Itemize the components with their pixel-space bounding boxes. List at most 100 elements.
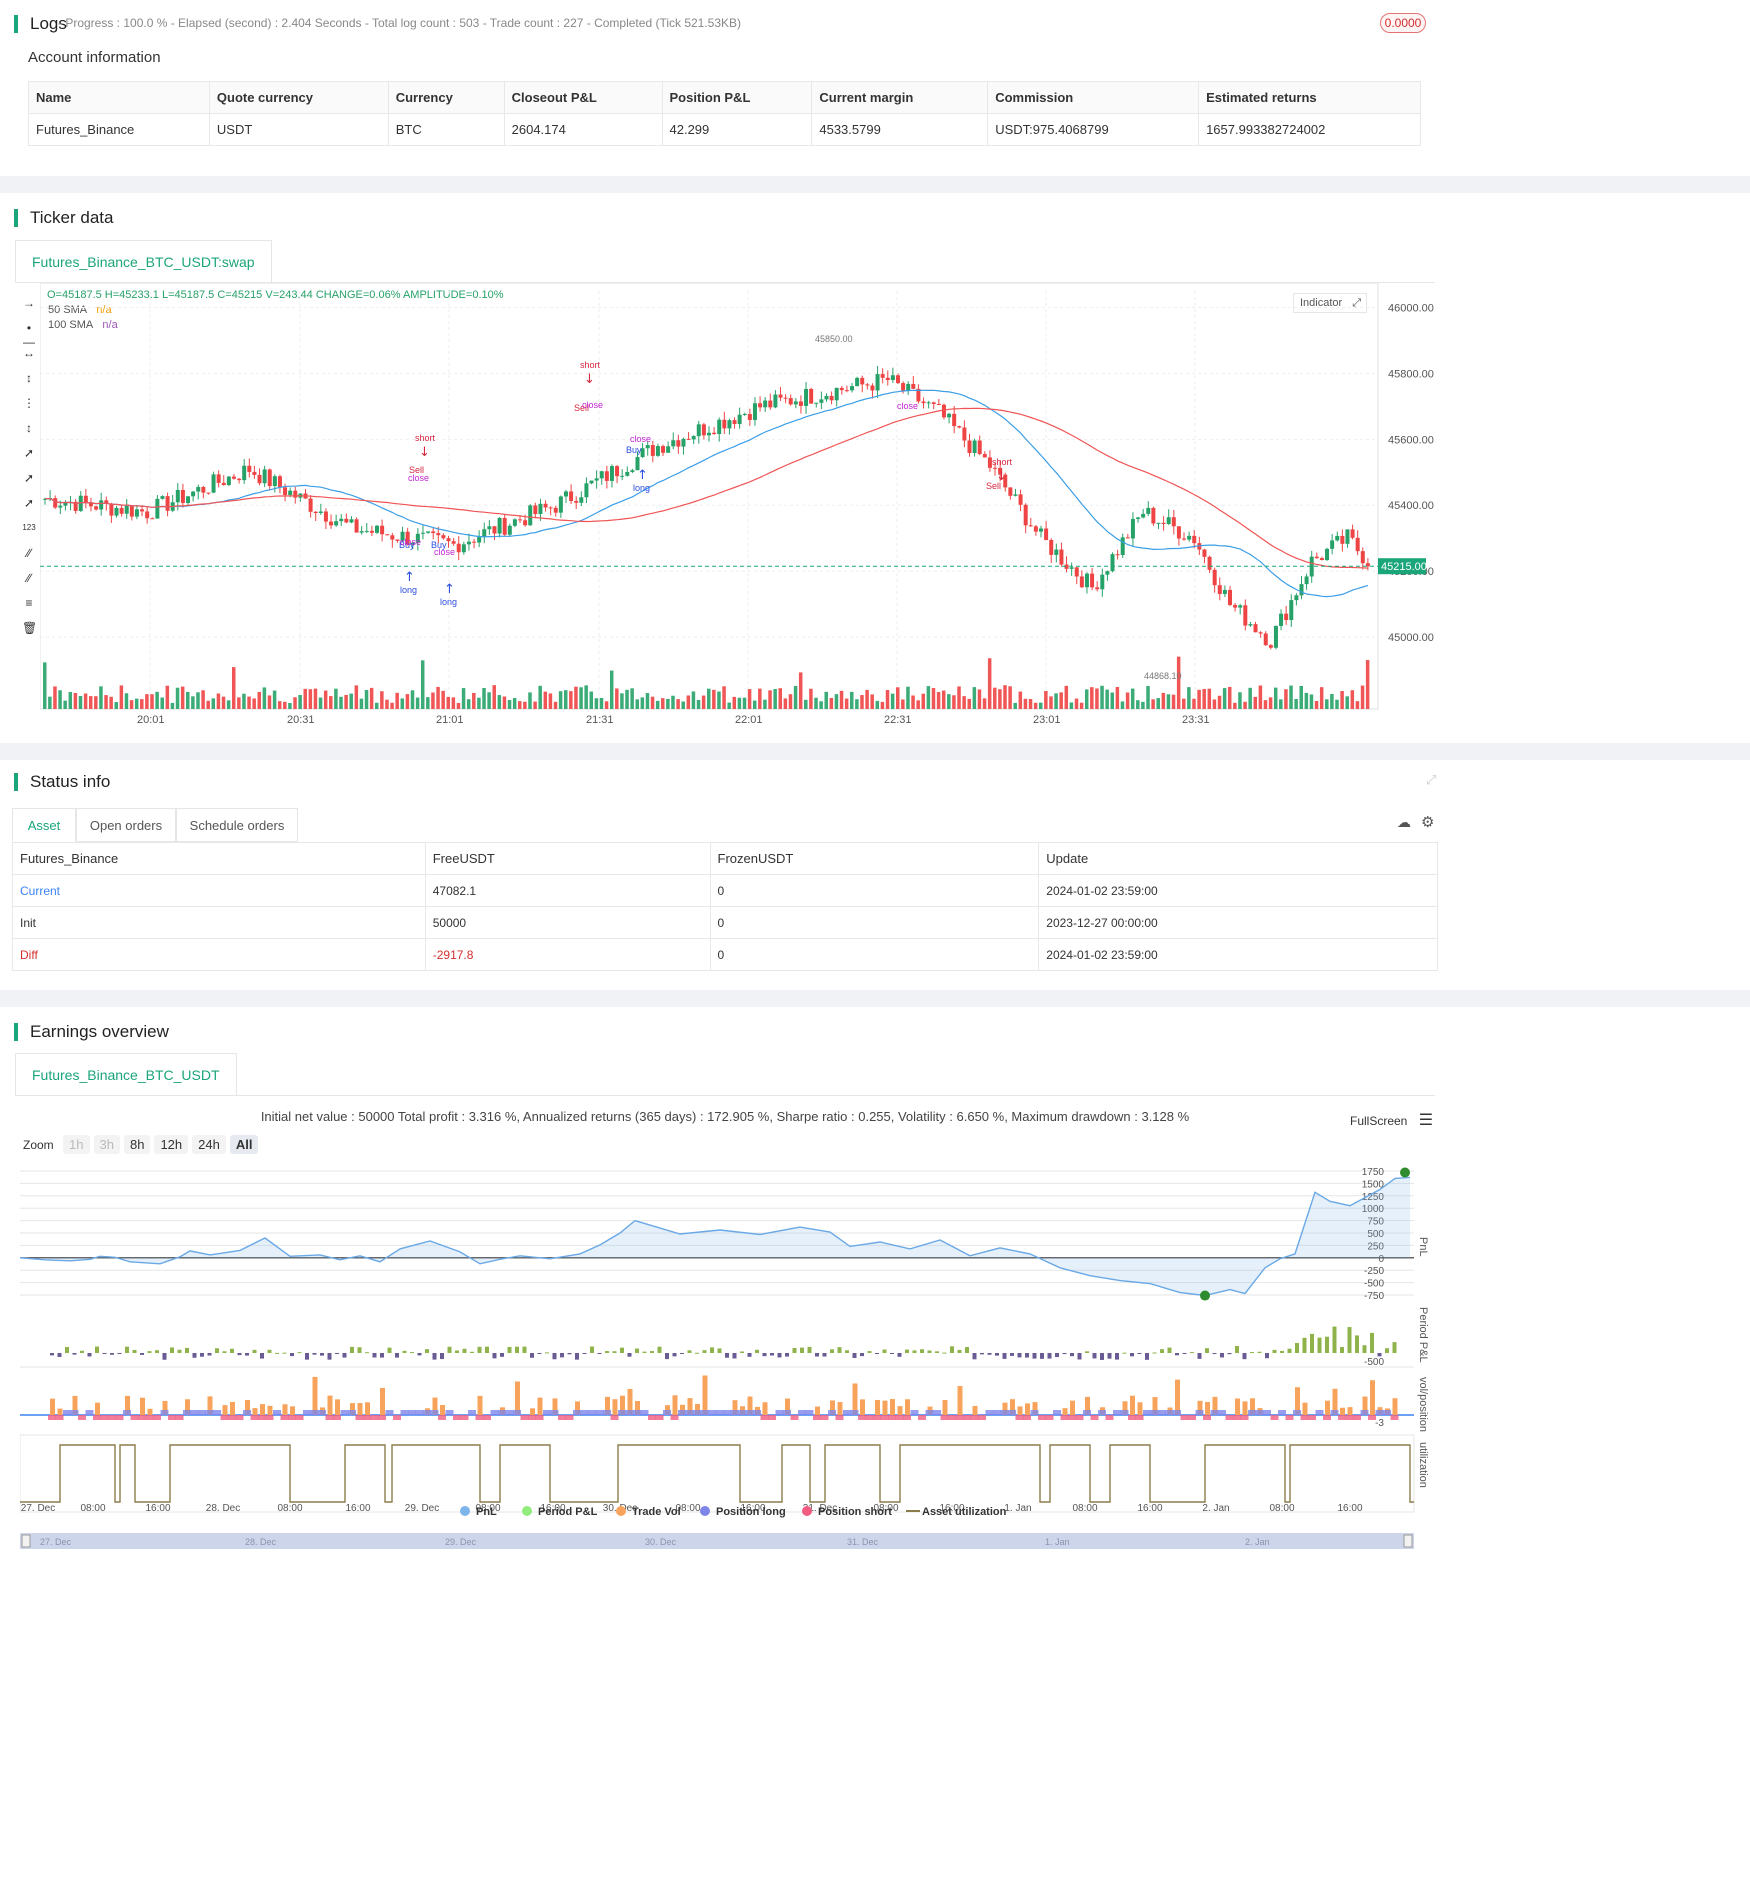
- position-long-bar: [625, 1410, 634, 1415]
- zoom-button-1h[interactable]: 1h: [63, 1135, 90, 1154]
- candle-body: [1023, 504, 1028, 526]
- position-long-bar: [633, 1410, 641, 1415]
- position-short-bar: [1240, 1415, 1249, 1420]
- horizontal-ray-tool-icon[interactable]: •—: [23, 321, 35, 349]
- period-pnl-bar: [740, 1351, 744, 1353]
- position-short-bar: [228, 1415, 236, 1420]
- candle-body: [1202, 549, 1207, 557]
- candle-body: [191, 491, 196, 497]
- vertical-ray-tool-icon[interactable]: ⋮: [23, 396, 35, 410]
- volume-bar: [1033, 702, 1038, 709]
- candle-body: [584, 483, 589, 498]
- volume-bar: [1171, 694, 1176, 709]
- price-label-tool-icon[interactable]: 123: [22, 523, 36, 532]
- period-pnl-bar: [620, 1347, 624, 1353]
- vertical-segment-tool-icon[interactable]: ↕: [26, 421, 32, 435]
- volume-bar: [880, 701, 885, 709]
- candle-body: [1233, 604, 1238, 608]
- volume-bar: [1284, 689, 1288, 709]
- period-pnl-bar: [297, 1352, 302, 1354]
- asset-cell: Diff: [12, 938, 426, 971]
- volume-bar: [206, 700, 210, 709]
- trash-icon[interactable]: 🗑: [22, 621, 38, 635]
- zoom-button-12h[interactable]: 12h: [154, 1135, 189, 1154]
- position-short-bar: [288, 1415, 296, 1420]
- volume-bar: [804, 699, 808, 709]
- candle-body: [221, 482, 226, 485]
- position-short-bar: [1338, 1415, 1346, 1420]
- gear-icon[interactable]: ⚙: [1421, 814, 1435, 831]
- volume-bar: [1340, 691, 1344, 709]
- fullscreen-button[interactable]: FullScreen ☰: [1350, 1110, 1433, 1130]
- volume-bar: [482, 687, 486, 709]
- trend-line-tool-icon[interactable]: ➚: [23, 446, 35, 460]
- candle-body: [211, 474, 216, 493]
- collapse-icon[interactable]: ⤢: [1426, 772, 1437, 787]
- indicator-button[interactable]: Indicator ⤢: [1293, 293, 1367, 313]
- expand-icon[interactable]: ⤢: [1352, 297, 1361, 309]
- period-pnl-bar: [1070, 1353, 1074, 1357]
- earnings-chart[interactable]: 17501500125010007505002500-250-500-750Pn…: [20, 1157, 1440, 1891]
- horizontal-segment-tool-icon[interactable]: ↔: [23, 346, 35, 360]
- fib-retracement-tool-icon[interactable]: ≡: [25, 596, 33, 610]
- position-long-bar: [430, 1410, 439, 1415]
- zoom-button-24h[interactable]: 24h: [192, 1135, 226, 1154]
- vertical-line-tool-icon[interactable]: ↕: [26, 371, 32, 385]
- period-pnl-bar: [1205, 1348, 1209, 1353]
- cloud-download-icon[interactable]: ☁: [1397, 814, 1411, 830]
- trade-vol-bar: [1085, 1396, 1090, 1415]
- candle-body: [1243, 605, 1248, 626]
- volume-bar: [1176, 656, 1181, 709]
- volume-bar: [574, 686, 578, 709]
- volume-bar: [1335, 699, 1339, 709]
- parallel-channel-tool-icon[interactable]: ∕∕: [26, 546, 31, 560]
- ticker-tab[interactable]: Futures_Binance_BTC_USDT:swap: [15, 240, 272, 283]
- volume-bar: [257, 691, 262, 709]
- position-long-bar: [243, 1410, 251, 1415]
- position-long-bar: [70, 1410, 79, 1415]
- candle-body: [1284, 613, 1289, 621]
- volume-bar: [752, 700, 757, 709]
- trade-vol-bar: [905, 1399, 910, 1415]
- period-pnl-bar: [1257, 1351, 1262, 1353]
- volume-bar: [609, 670, 614, 709]
- period-pnl-bar: [335, 1353, 339, 1354]
- segment-tool-icon[interactable]: ➚: [23, 496, 35, 510]
- period-pnl-bar: [372, 1353, 377, 1358]
- tab-schedule-orders[interactable]: Schedule orders: [176, 808, 298, 842]
- volume-bar: [809, 688, 813, 709]
- candle-body: [737, 414, 742, 424]
- zoom-button-all[interactable]: All: [229, 1135, 259, 1154]
- period-axis-title: Period P&L: [1417, 1307, 1429, 1363]
- menu-icon[interactable]: ☰: [1418, 1112, 1434, 1129]
- candle-body: [339, 518, 344, 522]
- ray-line-tool-icon[interactable]: ➚: [23, 471, 35, 485]
- fib-lines-tool-icon[interactable]: ∕∕: [26, 571, 31, 585]
- logs-badge[interactable]: 0.0000: [1380, 13, 1426, 33]
- x-tick-label: 16:00: [939, 1503, 964, 1514]
- tab-open-orders[interactable]: Open orders: [76, 808, 176, 842]
- candle-body: [696, 424, 701, 437]
- zoom-button-8h[interactable]: 8h: [123, 1135, 151, 1154]
- period-pnl-bar: [695, 1352, 699, 1354]
- position-long-bar: [1375, 1410, 1384, 1415]
- position-long-bar: [738, 1410, 746, 1415]
- position-short-bar: [475, 1415, 484, 1420]
- navigator-tick-label: 27. Dec: [40, 1537, 72, 1547]
- candle-body: [507, 525, 512, 535]
- position-short-bar: [955, 1415, 964, 1420]
- volume-bar: [1105, 689, 1109, 709]
- period-pnl-bar: [162, 1353, 167, 1360]
- tab-asset[interactable]: Asset: [12, 808, 76, 842]
- candlestick-chart[interactable]: 46000.0045800.0045600.0045400.0045200.00…: [40, 283, 1440, 733]
- zoom-button-3h[interactable]: 3h: [93, 1135, 120, 1154]
- volume-bar: [502, 696, 507, 709]
- volume-bar: [170, 702, 175, 709]
- candle-body: [1079, 576, 1084, 588]
- period-pnl-bar: [1002, 1353, 1007, 1359]
- trade-vol-bar: [1250, 1398, 1255, 1415]
- earnings-tab[interactable]: Futures_Binance_BTC_USDT: [15, 1053, 237, 1096]
- horizontal-line-tool-icon[interactable]: →: [23, 296, 35, 310]
- account-cell: USDT:975.4068799: [987, 113, 1200, 146]
- candle-body: [155, 498, 160, 519]
